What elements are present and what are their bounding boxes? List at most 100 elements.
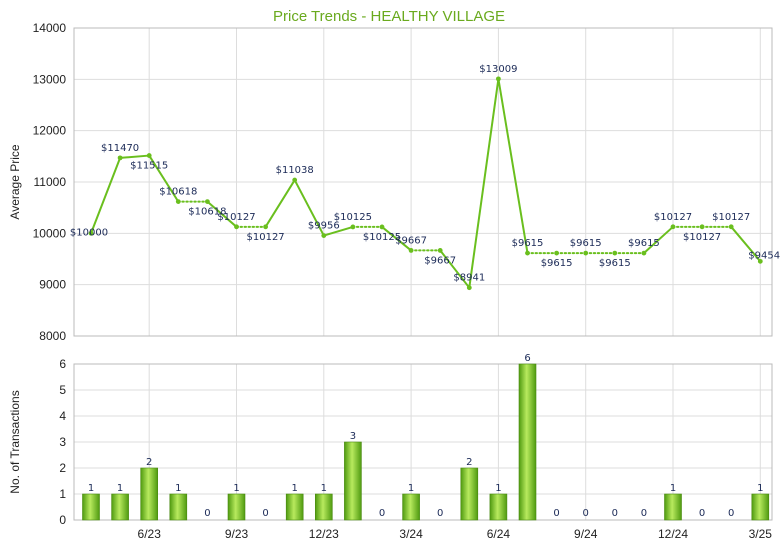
price-point	[292, 177, 298, 183]
price-line-segment	[148, 154, 180, 203]
transaction-count-label: 6	[524, 353, 530, 364]
price-point	[670, 224, 676, 230]
transaction-count-label: 2	[466, 457, 472, 468]
price-data-label: $9615	[541, 258, 573, 269]
price-point	[699, 224, 705, 230]
price-point	[728, 224, 734, 230]
price-line-segment	[468, 77, 500, 289]
price-data-label: $10000	[70, 227, 108, 238]
price-data-label: $9667	[424, 255, 456, 266]
transaction-bar	[664, 493, 682, 521]
price-point	[525, 250, 530, 256]
transactions-panel: 0 1 2 3 4 5 6 1 1 2 1 0 1 0 1 1 3 0 1 0 2 1 6 0 0 0 0 1 0 0 1 6/23 9/23 1…	[59, 353, 773, 541]
transaction-bar	[751, 493, 770, 521]
price-point	[379, 224, 385, 230]
transaction-count-label: 1	[292, 483, 298, 494]
price-data-label: $13009	[479, 64, 517, 75]
transaction-bar	[227, 493, 246, 521]
transaction-count-label: 0	[553, 508, 559, 519]
transaction-bar	[460, 467, 479, 521]
price-point	[408, 248, 414, 253]
transaction-count-label: 0	[728, 508, 734, 519]
x-tick-label: 6/23	[138, 527, 162, 541]
price-data-label: $9615	[628, 238, 660, 249]
transactions-y-tick-label: 2	[59, 461, 66, 475]
transaction-count-label: 0	[699, 508, 705, 519]
price-point	[641, 250, 647, 256]
price-data-label: $9615	[599, 258, 631, 269]
x-tick-label: 9/23	[225, 527, 249, 541]
transactions-y-axis-label: No. of Transactions	[8, 390, 22, 493]
price-y-tick-label: 10000	[33, 226, 67, 240]
price-point	[117, 155, 123, 161]
price-line-segment	[642, 225, 674, 255]
transactions-y-tick-label: 4	[59, 409, 66, 423]
price-point	[554, 250, 559, 256]
price-point	[175, 199, 181, 205]
transactions-y-tick-label: 6	[59, 357, 66, 371]
transaction-count-label: 0	[583, 508, 589, 519]
price-plot-frame	[73, 27, 773, 337]
transaction-count-label: 1	[175, 483, 181, 494]
price-data-label: $9615	[570, 238, 602, 249]
price-panel: 8000 9000 10000 11000 12000 13000 14000 $10000 $…	[33, 21, 780, 343]
x-tick-label: 12/23	[309, 527, 339, 541]
price-line-segment	[381, 225, 413, 252]
transaction-bar	[518, 363, 537, 521]
transactions-y-tick-label: 3	[59, 435, 66, 449]
price-data-label: $10618	[159, 187, 197, 198]
x-tick-label: 3/24	[399, 527, 423, 541]
price-y-tick-label: 11000	[34, 175, 67, 189]
price-y-axis-label: Average Price	[8, 144, 22, 219]
transaction-bar	[402, 493, 420, 521]
transaction-bar	[82, 493, 100, 521]
price-data-label: $10127	[712, 212, 750, 223]
price-data-label: $9615	[512, 238, 544, 249]
price-line-segment	[293, 179, 325, 237]
transaction-count-label: 0	[612, 508, 618, 519]
price-line-segment	[730, 225, 762, 263]
transactions-y-tick-label: 5	[59, 383, 66, 397]
price-point	[437, 248, 443, 253]
x-tick-label: 3/25	[749, 527, 773, 541]
transactions-y-tick-label: 1	[59, 487, 66, 501]
price-y-tick-label: 12000	[33, 124, 67, 138]
transaction-bar	[111, 493, 129, 521]
transaction-count-label: 0	[204, 508, 210, 519]
transaction-bar	[344, 441, 362, 521]
x-tick-label: 6/24	[487, 527, 511, 541]
price-data-label: $10127	[217, 212, 255, 223]
transaction-count-label: 0	[437, 508, 443, 519]
price-data-label: $11515	[130, 161, 168, 172]
price-data-label: $10127	[683, 232, 721, 243]
transaction-count-label: 1	[757, 483, 763, 494]
chart-title: Price Trends - HEALTHY VILLAGE	[273, 8, 505, 25]
price-point	[350, 224, 356, 230]
price-data-label: $10127	[247, 232, 285, 243]
x-tick-label: 9/24	[574, 527, 598, 541]
price-point	[88, 230, 94, 236]
transaction-count-label: 1	[408, 483, 414, 494]
price-data-label: $10127	[654, 212, 692, 223]
transaction-count-label: 1	[321, 483, 327, 494]
transaction-count-label: 1	[495, 483, 501, 494]
price-point	[583, 250, 589, 256]
transaction-count-label: 1	[670, 483, 676, 494]
price-point	[757, 258, 763, 264]
price-point	[496, 76, 501, 82]
price-point	[146, 153, 152, 158]
price-data-label: $11038	[276, 165, 314, 176]
price-data-label: $9667	[395, 235, 427, 246]
transaction-bar	[169, 493, 188, 521]
transaction-count-label: 0	[641, 508, 647, 519]
transactions-plot-frame	[73, 363, 773, 521]
price-point	[612, 250, 618, 256]
price-data-label: $11470	[101, 143, 139, 154]
price-y-tick-label: 13000	[33, 72, 67, 86]
price-data-label: $10125	[363, 232, 401, 243]
transaction-count-label: 2	[146, 457, 152, 468]
price-data-label: $9956	[308, 221, 340, 232]
transaction-count-label: 0	[379, 508, 385, 519]
